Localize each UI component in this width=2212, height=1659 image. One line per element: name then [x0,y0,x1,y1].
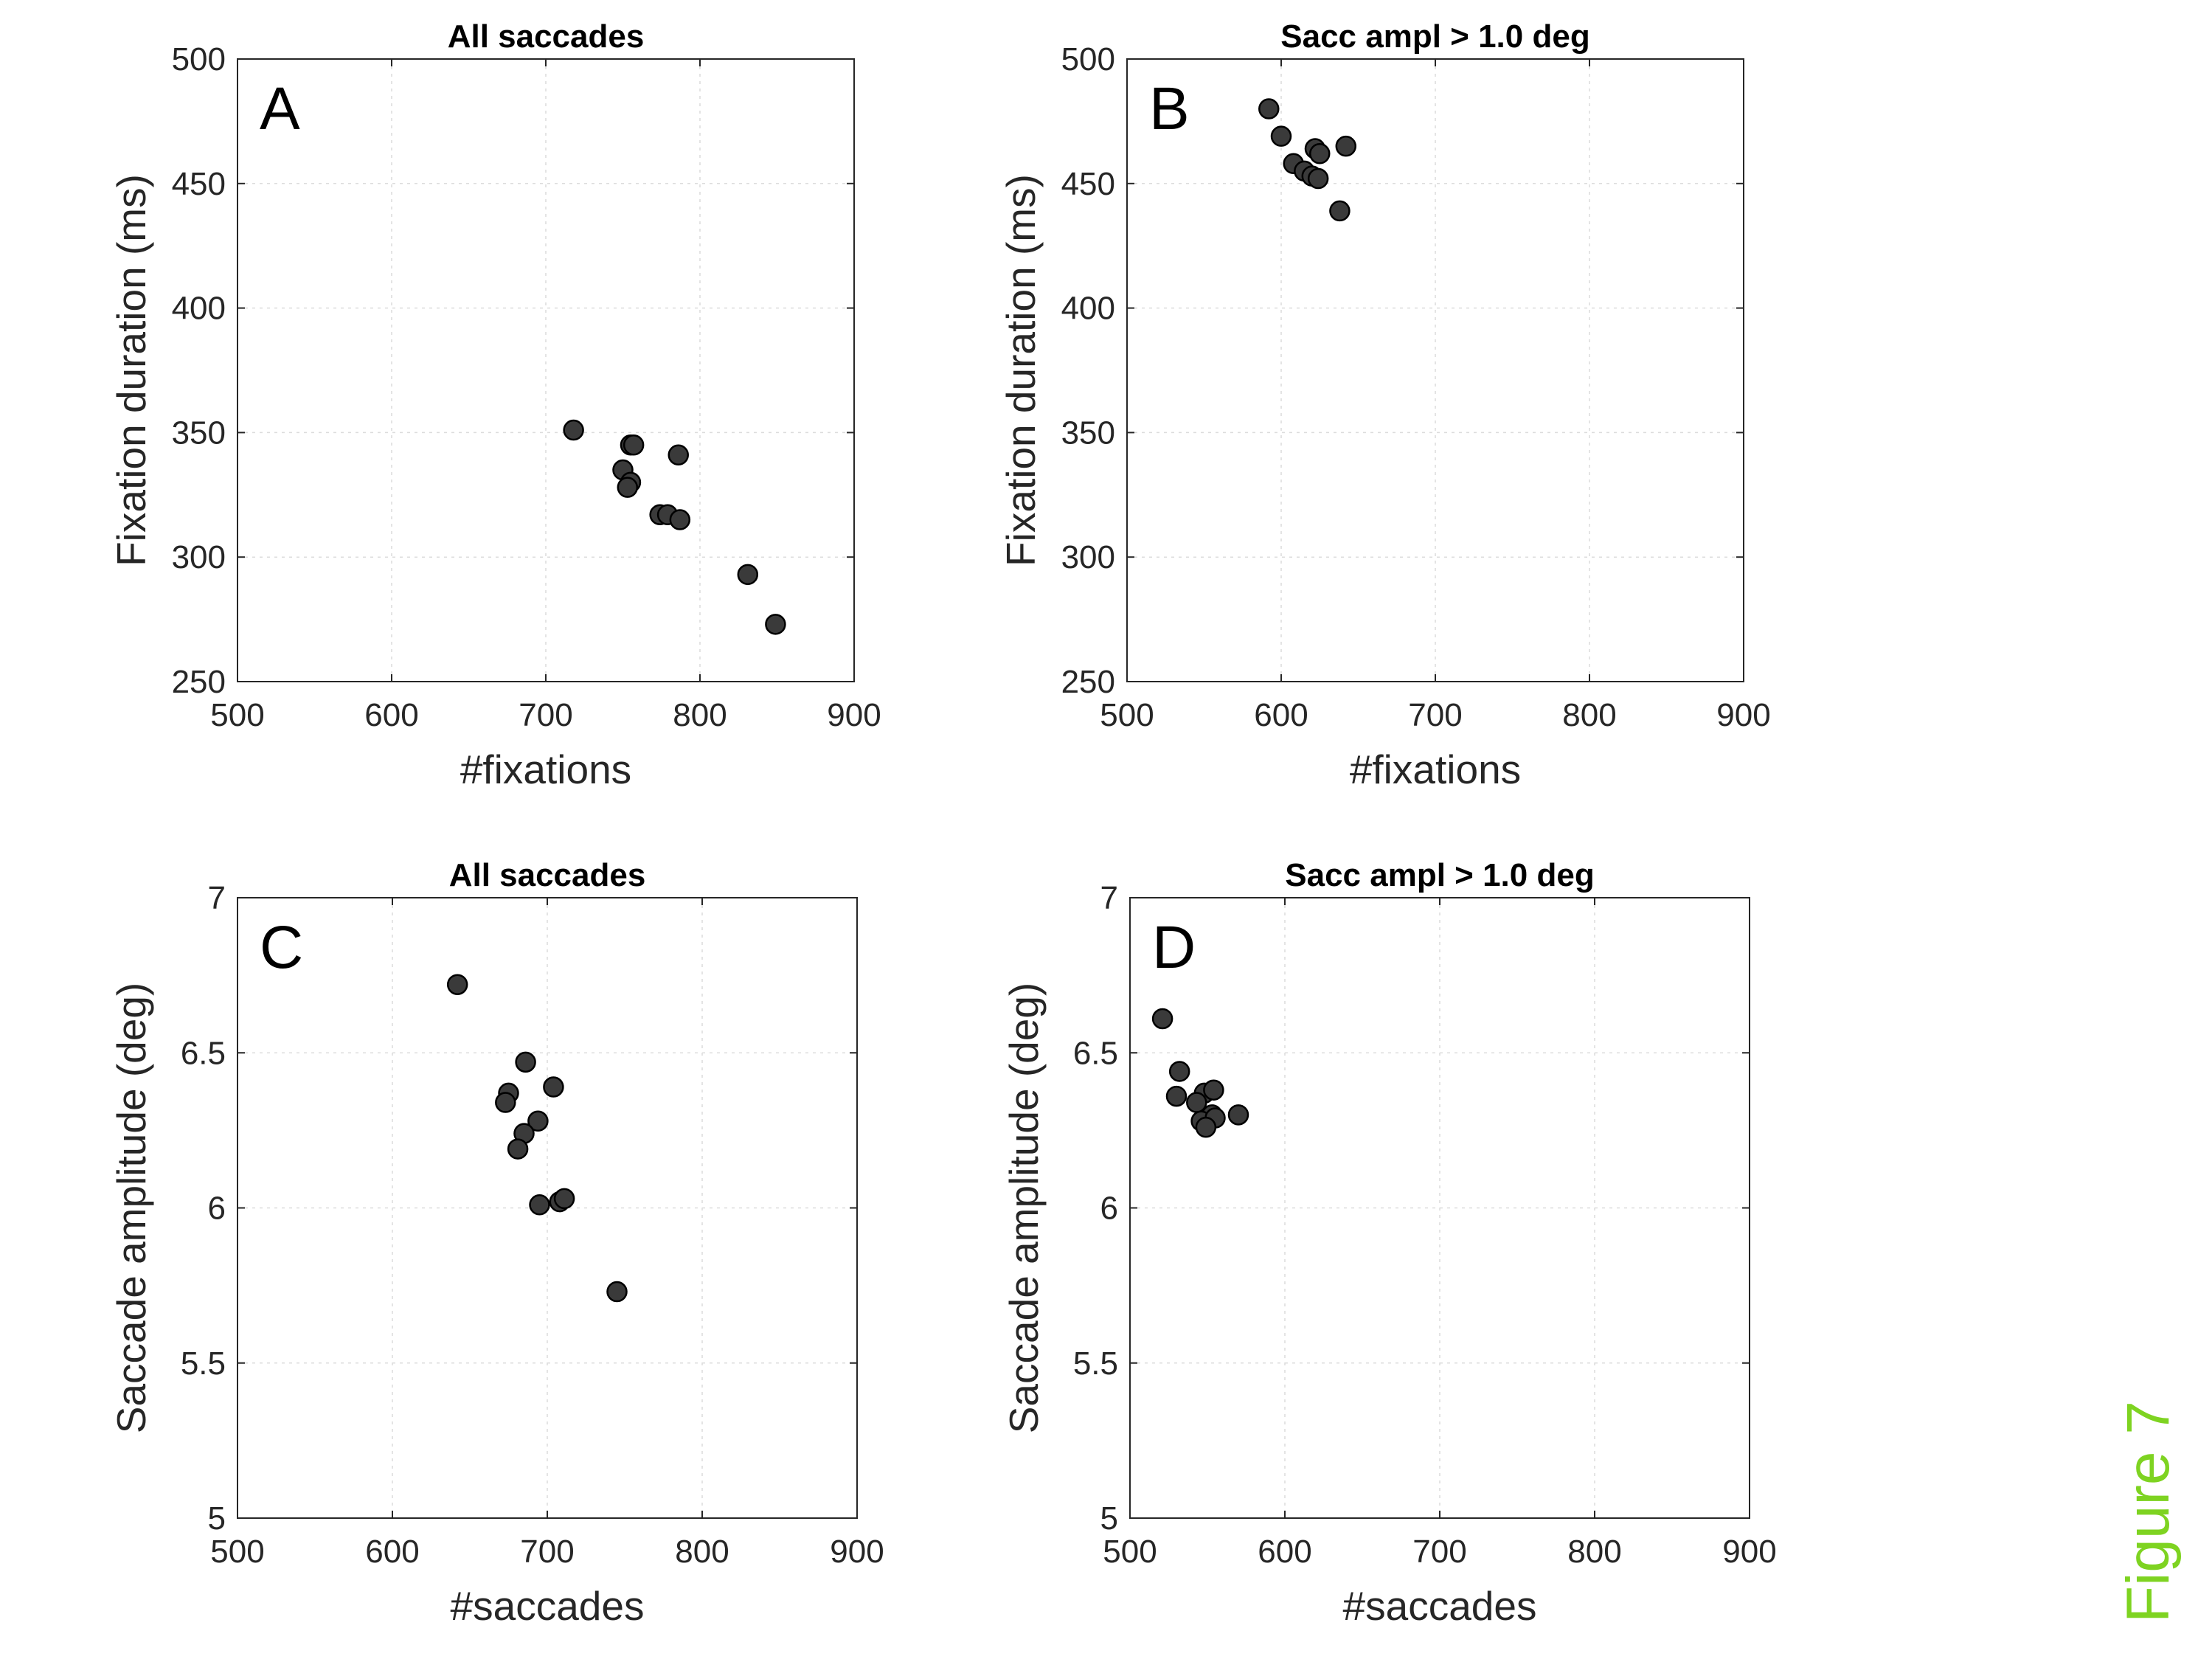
x-tick-label: 600 [1258,1534,1311,1570]
panel-letter-a: A [260,75,300,142]
panel-title: All saccades [449,857,646,893]
data-point [737,564,759,586]
figure-label: Figure 7 [2115,1401,2182,1623]
data-point [1195,1116,1217,1138]
data-point [1258,98,1280,120]
data-point [1329,200,1351,222]
y-tick-label: 250 [1061,664,1115,700]
x-tick-label: 500 [210,1534,264,1570]
y-tick-label: 250 [172,664,226,700]
data-point [606,1281,628,1303]
data-point [563,419,584,441]
chart-panel-c: 500 600 700 800 900 5 5.5 6 6.5 7 #saccades Saccade… [108,857,884,1629]
y-tick-label: 500 [1061,41,1115,77]
y-tick-label: 6 [1100,1191,1118,1227]
y-tick-label: 450 [172,166,226,202]
data-point [1168,1061,1190,1082]
data-point [1165,1085,1188,1107]
x-tick-label: 900 [827,697,881,733]
data-point [446,974,468,995]
x-tick-label: 500 [210,697,264,733]
y-tick-label: 5.5 [181,1345,226,1382]
x-axis-title: #saccades [1343,1583,1537,1629]
x-tick-label: 800 [673,697,727,733]
y-tick-label: 300 [1061,539,1115,575]
x-tick-label: 800 [1567,1534,1621,1570]
x-axis-title: #fixations [460,747,631,792]
y-axis-title: Saccade amplitude (deg) [1001,983,1047,1433]
y-tick-label: 400 [1061,291,1115,327]
x-tick-label: 600 [1254,697,1308,733]
y-tick-label: 6.5 [1073,1035,1118,1071]
x-tick-label: 500 [1103,1534,1157,1570]
data-point [529,1194,550,1216]
x-tick-label: 700 [520,1534,574,1570]
x-tick-label: 500 [1100,697,1154,733]
x-tick-label: 900 [1722,1534,1776,1570]
data-point [553,1188,575,1210]
y-tick-label: 350 [172,415,226,451]
y-axis-title: Fixation duration (ms) [108,174,154,567]
panels-group: 500 600 700 800 900 250 300 350 400 450 500 #fixati… [108,18,1777,1629]
x-tick-label: 900 [830,1534,884,1570]
panel-title: All saccades [448,18,645,55]
data-point [1227,1104,1249,1126]
data-point [623,434,645,456]
x-tick-label: 900 [1716,697,1770,733]
x-axis-title: #saccades [451,1583,645,1629]
y-tick-label: 5.5 [1073,1345,1118,1382]
x-tick-label: 700 [1408,697,1462,733]
y-axis-title: Fixation duration (ms) [998,174,1044,567]
data-point [515,1051,536,1073]
chart-panel-a: 500 600 700 800 900 250 300 350 400 450 500 #fixati… [108,18,881,792]
data-point [543,1076,564,1098]
panel-title: Sacc ampl > 1.0 deg [1280,18,1589,55]
y-tick-label: 7 [1100,880,1118,916]
data-point [527,1110,549,1132]
panel-letter-b: B [1149,75,1190,142]
data-point [1309,143,1331,164]
y-tick-label: 450 [1061,166,1115,202]
data-point [668,444,689,466]
y-tick-label: 5 [1100,1500,1118,1537]
data-point [507,1138,529,1160]
data-point [1151,1008,1173,1030]
y-tick-label: 350 [1061,415,1115,451]
data-point [669,509,691,530]
data-point [765,614,786,635]
y-tick-label: 6 [208,1191,226,1227]
data-point [1203,1079,1224,1101]
y-axis-title: Saccade amplitude (deg) [108,983,154,1433]
data-point [1335,135,1357,157]
chart-panel-d: 500 600 700 800 900 5 5.5 6 6.5 7 #saccades Saccade… [1001,857,1777,1629]
y-tick-label: 5 [208,1500,226,1537]
x-tick-label: 600 [364,697,418,733]
x-tick-label: 700 [519,697,572,733]
x-tick-label: 600 [365,1534,419,1570]
x-tick-label: 800 [675,1534,729,1570]
chart-panel-b: 500 600 700 800 900 250 300 350 400 450 500 #fixati… [998,18,1771,792]
y-tick-label: 7 [208,880,226,916]
data-point [495,1092,516,1113]
x-tick-label: 800 [1562,697,1616,733]
x-axis-title: #fixations [1350,747,1521,792]
data-point [1270,125,1292,147]
y-tick-label: 6.5 [181,1035,226,1071]
x-tick-label: 700 [1412,1534,1466,1570]
y-tick-label: 400 [172,291,226,327]
data-point [1307,167,1329,190]
y-tick-label: 300 [172,539,226,575]
panel-letter-d: D [1152,914,1196,981]
data-point [617,477,639,498]
panel-title: Sacc ampl > 1.0 deg [1285,857,1594,893]
y-tick-label: 500 [172,41,226,77]
panel-letter-c: C [260,914,303,981]
